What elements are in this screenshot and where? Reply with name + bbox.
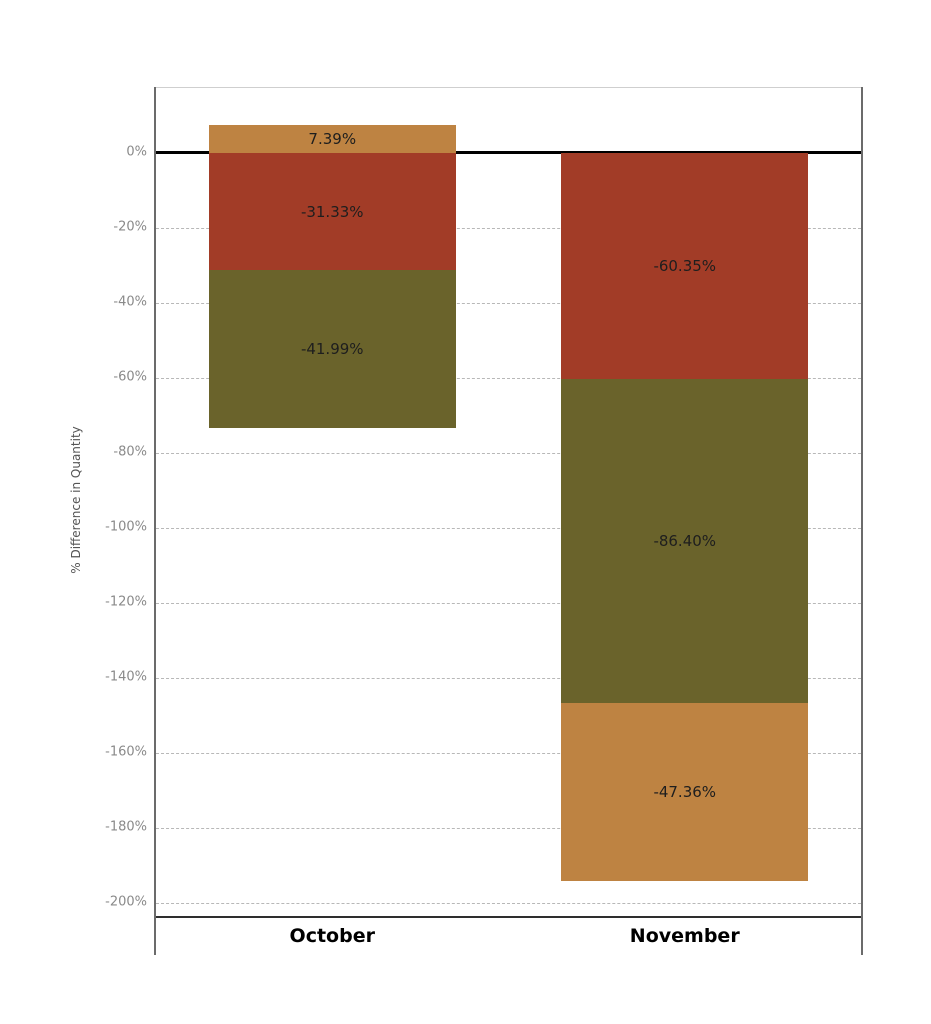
plot-frame: 7.39% -31.33% -41.99% -60.35% -86.40% -47.36% [154,87,863,955]
bar-segment-label: -31.33% [300,202,364,221]
gridline [156,527,861,529]
bar-segment[interactable]: -31.33% [208,152,456,271]
gridline [156,602,861,604]
y-tick-label: -100% [105,519,147,535]
y-tick-label: -20% [113,219,147,235]
bar-segment-label: -60.35% [653,257,717,276]
y-tick-label: -160% [105,744,147,760]
bar-segment-label: -86.40% [653,532,717,551]
gridline [156,752,861,754]
bar-segment[interactable]: 7.39% [208,125,456,153]
y-tick-label: -180% [105,819,147,835]
y-tick-label: -120% [105,594,147,610]
x-axis-category-label[interactable]: November [629,925,740,947]
plot-area: 7.39% -31.33% -41.99% -60.35% -86.40% -47.36% [156,87,861,918]
bar-segment[interactable]: -41.99% [208,270,456,428]
bar-segment-label: -41.99% [300,340,364,359]
y-tick-label: -40% [113,294,147,310]
y-tick-label: -60% [113,369,147,385]
bar-segment-label: 7.39% [308,130,357,148]
bar-segment[interactable]: -86.40% [561,379,809,704]
y-tick-label: -80% [113,444,147,460]
gridline [156,377,861,379]
bar-segment[interactable]: -47.36% [561,703,809,881]
y-axis-title: % Difference in Quantity [69,426,83,574]
gridline [156,452,861,454]
bar-segment[interactable]: -60.35% [561,152,809,380]
bar-segment-label: -47.36% [653,782,717,801]
gridline [156,827,861,829]
gridline [156,902,861,904]
zero-baseline [156,151,861,155]
y-tick-label: -140% [105,669,147,685]
x-axis-category-label[interactable]: October [289,925,375,947]
y-tick-label: 0% [126,144,147,160]
gridline [156,677,861,679]
gridline [156,227,861,229]
gridline [156,302,861,304]
y-tick-label: -200% [105,894,147,910]
